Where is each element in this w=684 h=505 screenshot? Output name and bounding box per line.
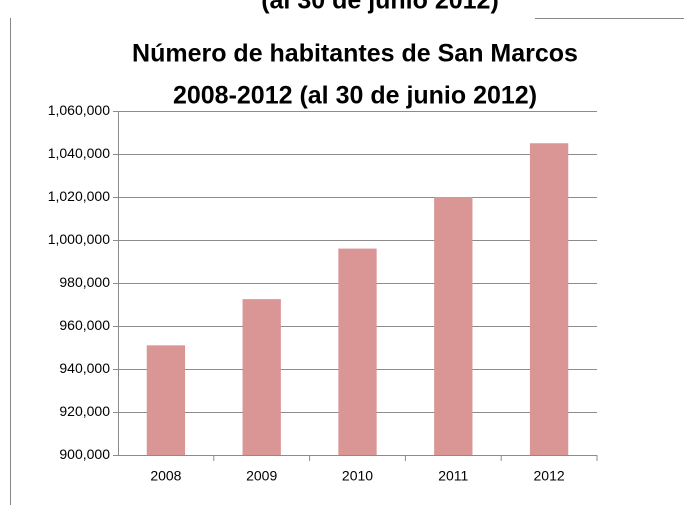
y-tick-label: 900,000: [59, 446, 110, 462]
x-tick-label: 2009: [246, 468, 277, 484]
chart-title: 2008-2012 (al 30 de junio 2012): [173, 82, 537, 110]
bar: [434, 197, 473, 455]
x-tick-label: 2012: [534, 468, 565, 484]
bar: [529, 143, 569, 455]
y-tick-label: 960,000: [59, 317, 110, 333]
y-tick-label: 1,000,000: [48, 231, 110, 247]
x-tick-label: 2010: [342, 468, 373, 484]
bar: [338, 248, 377, 455]
bar: [146, 345, 186, 455]
y-tick-label: 980,000: [59, 274, 110, 290]
x-tick-label: 2011: [438, 468, 468, 484]
y-tick-label: 920,000: [59, 403, 110, 419]
chart-title: Número de habitantes de San Marcos: [132, 40, 578, 68]
cropped-heading: (al 30 de junio 2012): [261, 0, 499, 15]
y-tick-label: 1,040,000: [48, 145, 110, 161]
bar: [242, 299, 281, 455]
y-tick-label: 1,020,000: [48, 188, 110, 204]
y-tick-label: 1,060,000: [48, 102, 110, 118]
x-tick-label: 2008: [150, 468, 181, 484]
y-tick-label: 940,000: [59, 360, 110, 376]
